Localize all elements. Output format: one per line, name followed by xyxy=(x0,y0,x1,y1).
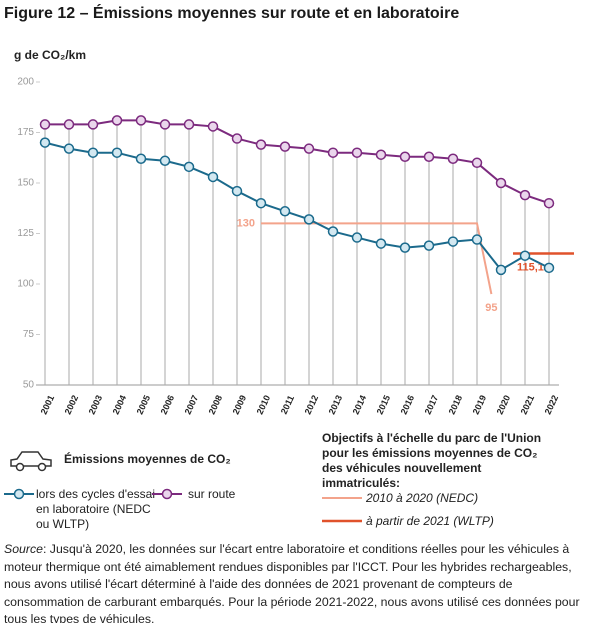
source-text: : Jusqu'à 2020, les données sur l'écart … xyxy=(4,542,580,623)
marker xyxy=(447,153,459,165)
x-tick-label: 2012 xyxy=(303,394,321,416)
y-tick-label: 200 xyxy=(17,77,34,88)
y-tick-label: 125 xyxy=(17,228,34,239)
chart: Figure 12 – Émissions moyennes sur route… xyxy=(4,3,574,416)
target-label: 95 xyxy=(485,302,497,314)
marker xyxy=(519,250,531,261)
marker xyxy=(207,171,219,183)
marker xyxy=(543,262,555,274)
marker xyxy=(231,185,243,197)
marker xyxy=(423,151,435,162)
marker xyxy=(63,119,75,130)
x-tick-label: 2007 xyxy=(183,394,201,416)
x-tick-label: 2003 xyxy=(87,394,105,416)
y-axis-label: g de CO₂/km xyxy=(14,48,86,62)
marker xyxy=(351,232,363,243)
marker xyxy=(111,147,123,158)
marker xyxy=(327,226,339,237)
series-line xyxy=(44,141,550,272)
source-note: Source: Jusqu'à 2020, les données sur l'… xyxy=(4,541,584,623)
legend-label: sur route xyxy=(188,487,236,501)
target-label: 115,1 xyxy=(517,261,544,273)
legend-title: Émissions moyennes de CO₂ xyxy=(64,452,231,466)
y-tick-label: 100 xyxy=(17,279,34,290)
x-tick-label: 2013 xyxy=(327,394,345,416)
marker xyxy=(183,119,195,130)
marker xyxy=(351,147,363,158)
marker xyxy=(207,121,219,132)
marker xyxy=(279,141,291,152)
x-tick-label: 2014 xyxy=(351,394,369,416)
y-tick-label: 50 xyxy=(23,380,35,391)
marker xyxy=(39,119,51,130)
legend-swatch xyxy=(152,488,182,500)
y-tick-label: 150 xyxy=(17,178,34,189)
marker xyxy=(159,119,171,130)
x-tick-label: 2017 xyxy=(423,394,441,416)
marker xyxy=(159,155,171,167)
marker xyxy=(63,143,75,154)
x-tick-label: 2021 xyxy=(519,394,537,416)
legend-swatch xyxy=(322,497,362,499)
marker xyxy=(135,115,147,126)
x-tick-label: 2015 xyxy=(375,394,393,416)
y-tick-label: 75 xyxy=(23,329,35,340)
marker xyxy=(87,147,99,158)
marker xyxy=(375,149,387,160)
legend-swatch xyxy=(4,488,34,500)
x-tick-label: 2001 xyxy=(39,394,57,416)
x-tick-label: 2005 xyxy=(135,394,153,416)
series-line xyxy=(45,119,550,205)
target-label: 130 xyxy=(237,217,255,229)
x-tick-label: 2019 xyxy=(471,394,489,416)
marker xyxy=(255,139,267,150)
legend-label: 2010 à 2020 (NEDC) xyxy=(366,491,479,505)
x-tick-label: 2020 xyxy=(495,394,513,416)
marker xyxy=(543,197,555,209)
marker xyxy=(327,147,339,158)
x-tick-label: 2022 xyxy=(543,394,561,416)
marker xyxy=(303,214,315,225)
marker xyxy=(135,153,147,165)
legend-label: lors des cycles d'essai en laboratoire (… xyxy=(36,487,156,531)
marker xyxy=(231,133,243,144)
source-label: Source xyxy=(4,542,43,556)
marker xyxy=(39,137,51,148)
marker xyxy=(471,157,483,169)
x-tick-label: 2002 xyxy=(63,394,81,416)
car-icon xyxy=(10,451,52,472)
marker xyxy=(87,119,99,130)
legend-label: à partir de 2021 (WLTP) xyxy=(366,514,494,528)
marker xyxy=(495,264,507,276)
marker xyxy=(111,115,123,126)
x-tick-label: 2011 xyxy=(279,394,296,416)
marker xyxy=(399,242,411,253)
x-tick-label: 2018 xyxy=(447,394,465,416)
marker xyxy=(399,151,411,162)
marker xyxy=(495,177,507,189)
x-tick-label: 2006 xyxy=(159,394,177,416)
marker xyxy=(471,234,483,245)
x-tick-label: 2004 xyxy=(111,394,129,416)
marker xyxy=(303,143,315,154)
legend-swatch xyxy=(322,519,362,523)
marker xyxy=(519,189,531,201)
marker xyxy=(255,197,267,209)
marker xyxy=(375,238,387,249)
targets-title: Objectifs à l'échelle du parc de l'Union… xyxy=(322,431,542,490)
chart-title: Figure 12 – Émissions moyennes sur route… xyxy=(4,3,459,22)
x-tick-label: 2010 xyxy=(255,394,273,416)
marker xyxy=(423,240,435,251)
target-line xyxy=(261,222,493,295)
x-tick-label: 2008 xyxy=(207,394,225,416)
marker xyxy=(279,206,291,217)
marker xyxy=(447,236,459,247)
x-tick-label: 2016 xyxy=(399,394,417,416)
x-tick-label: 2009 xyxy=(231,394,249,416)
y-tick-label: 175 xyxy=(17,127,34,138)
marker xyxy=(183,161,195,173)
